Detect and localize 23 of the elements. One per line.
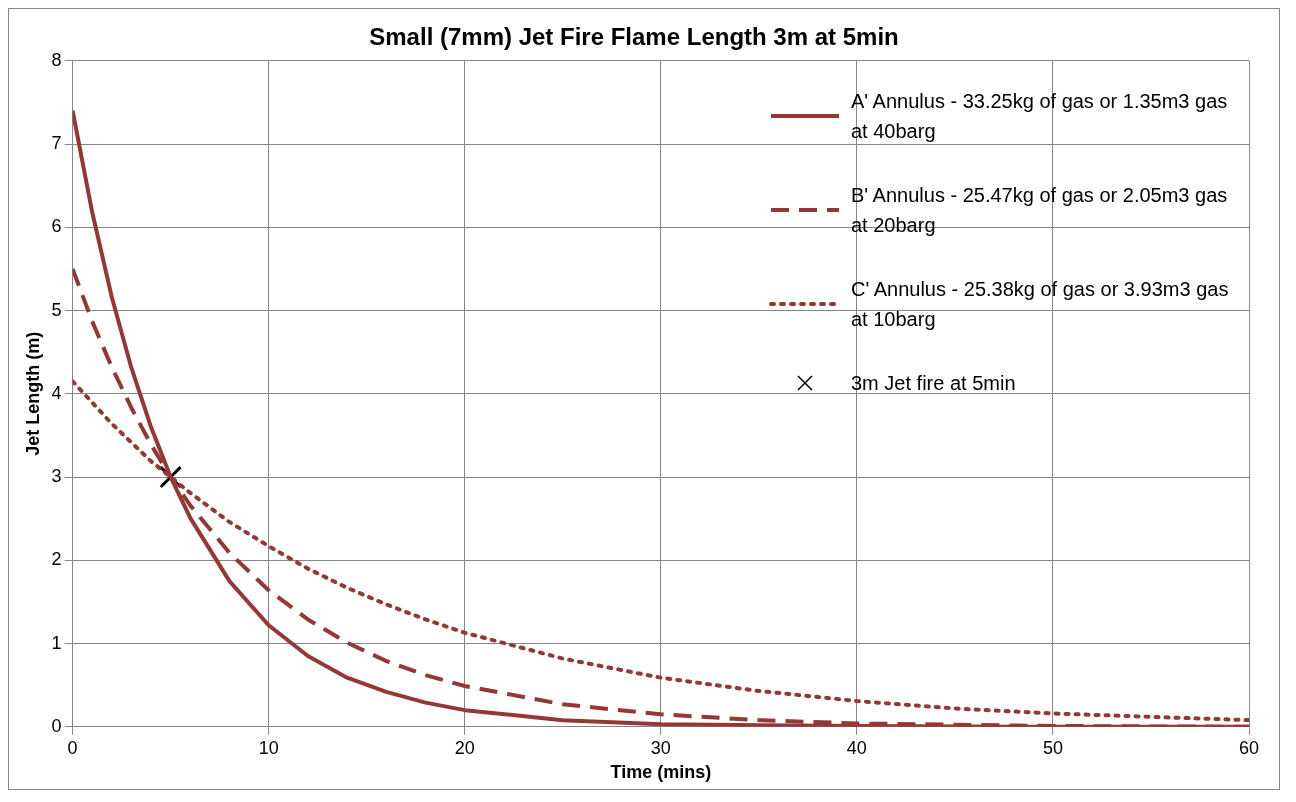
y-tick-label: 1 (51, 632, 62, 653)
y-tick-label: 4 (51, 382, 62, 403)
y-tick-label: 3 (51, 466, 62, 487)
y-tick-label: 8 (51, 49, 62, 70)
legend-label: A' Annulus - 33.25kg of gas or 1.35m3 gas at 40barg (851, 88, 1229, 144)
y-tick-label: 5 (51, 299, 62, 320)
y-tick-label: 0 (51, 715, 62, 736)
x-tick-label: 40 (846, 737, 867, 758)
legend-label: 3m Jet fire at 5min (851, 370, 1016, 396)
x-tick-label: 0 (67, 737, 78, 758)
legend-label: B' Annulus - 25.47kg of gas or 2.05m3 gas at 20barg (851, 182, 1229, 238)
y-tick-label: 2 (51, 549, 62, 570)
x-tick-label: 30 (650, 737, 671, 758)
x-axis-title: Time (mins) (610, 762, 712, 783)
x-tick-label: 20 (454, 737, 475, 758)
chart-title: Small (7mm) Jet Fire Flame Length 3m at 5min (369, 23, 899, 51)
x-tick-label: 60 (1238, 737, 1260, 758)
x-tick-label: 50 (1042, 737, 1063, 758)
y-tick-label: 6 (51, 216, 62, 237)
legend-label: C' Annulus - 25.38kg of gas or 3.93m3 gas at 10barg (851, 276, 1230, 332)
y-tick-label: 7 (51, 133, 62, 154)
y-axis-title: Jet Length (m) (22, 331, 43, 456)
x-tick-label: 10 (258, 737, 279, 758)
